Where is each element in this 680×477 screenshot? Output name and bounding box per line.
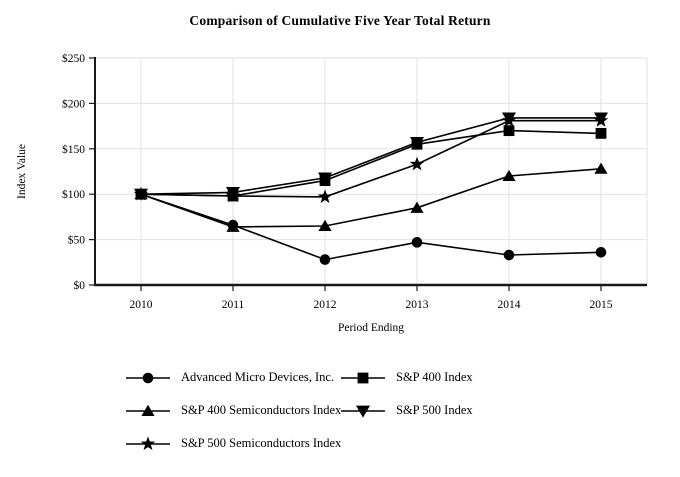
y-tick-label: $150 — [62, 143, 85, 156]
y-tick-label: $50 — [68, 234, 86, 247]
x-tick-label: 2014 — [498, 299, 521, 311]
triangle-up-marker-icon — [410, 201, 424, 213]
legend-item: Advanced Micro Devices, Inc. — [125, 370, 340, 386]
triangle-up-marker-icon — [318, 219, 332, 231]
legend-item: S&P 500 Index — [340, 403, 473, 419]
circle-marker-icon — [319, 254, 331, 265]
legend-label: S&P 500 Index — [396, 403, 473, 417]
square-marker-icon — [595, 127, 607, 139]
series-line-4 — [140, 119, 601, 198]
y-tick-label: $200 — [62, 97, 85, 110]
legend-label: S&P 400 Semiconductors Index — [181, 403, 342, 417]
chart-legend: Advanced Micro Devices, Inc. S&P 400 Inde… — [125, 361, 473, 460]
chart-title: Comparison of Cumulative Five Year Total… — [189, 13, 491, 28]
series-line-0 — [140, 193, 602, 261]
triangle-down-marker-icon — [356, 405, 370, 418]
triangle-down-legend-swatch-icon — [341, 405, 385, 418]
y-tick-label: $0 — [74, 279, 86, 292]
y-tick-label: $250 — [62, 52, 85, 65]
legend-label: S&P 500 Semiconductors Index — [181, 436, 342, 450]
axes — [89, 57, 647, 291]
square-marker-icon — [503, 125, 515, 137]
star-marker-icon — [140, 435, 156, 450]
circle-marker-icon — [142, 372, 154, 383]
star-legend-swatch-icon — [126, 435, 170, 450]
star-marker-icon — [409, 156, 425, 171]
triangle-up-marker-icon — [594, 162, 608, 174]
square-marker-icon — [227, 190, 239, 202]
x-tick-label: 2015 — [590, 299, 613, 311]
square-legend-swatch-icon — [341, 372, 385, 383]
circle-marker-icon — [503, 249, 515, 261]
x-tick-label: 2010 — [130, 299, 153, 311]
series-markers — [133, 112, 609, 265]
circle-marker-icon — [595, 247, 607, 258]
triangle-down-marker-icon — [594, 112, 608, 125]
legend-item: S&P 400 Semiconductors Index — [125, 403, 342, 419]
triangle-up-marker-icon — [141, 404, 155, 416]
legend-label: Advanced Micro Devices, Inc. — [181, 370, 335, 384]
legend-label: S&P 400 Index — [396, 370, 473, 384]
square-marker-icon — [319, 175, 331, 186]
series-line-2 — [140, 168, 602, 228]
y-tick-label: $100 — [62, 188, 85, 201]
circle-marker-icon — [135, 188, 147, 200]
x-tick-label: 2011 — [222, 299, 245, 311]
tick-labels: $0 $50 $100 $150 $200 $250 2010 2011 2012 2013 201… — [62, 52, 613, 311]
triangle-up-marker-icon — [502, 169, 516, 182]
series-line-1 — [140, 129, 602, 197]
x-tick-label: 2013 — [406, 299, 429, 311]
circle-legend-swatch-icon — [126, 372, 170, 383]
square-marker-icon — [357, 372, 369, 383]
square-marker-icon — [411, 138, 423, 150]
series-lines — [140, 117, 602, 261]
circle-marker-icon — [227, 219, 239, 231]
triangle-down-marker-icon — [502, 112, 516, 125]
circle-marker-icon — [411, 237, 423, 248]
legend-item: S&P 400 Index — [340, 370, 473, 386]
y-axis-label: Index Value — [16, 144, 28, 199]
series-line-3 — [140, 117, 601, 195]
x-tick-label: 2012 — [314, 299, 337, 311]
legend-item: S&P 500 Semiconductors Index — [125, 435, 342, 452]
x-axis-label: Period Ending — [338, 322, 404, 334]
chart-canvas: $0 $50 $100 $150 $200 $250 2010 2011 2012 2013 201… — [16, 52, 648, 334]
star-marker-icon — [317, 189, 333, 204]
triangle-up-legend-swatch-icon — [126, 404, 170, 416]
